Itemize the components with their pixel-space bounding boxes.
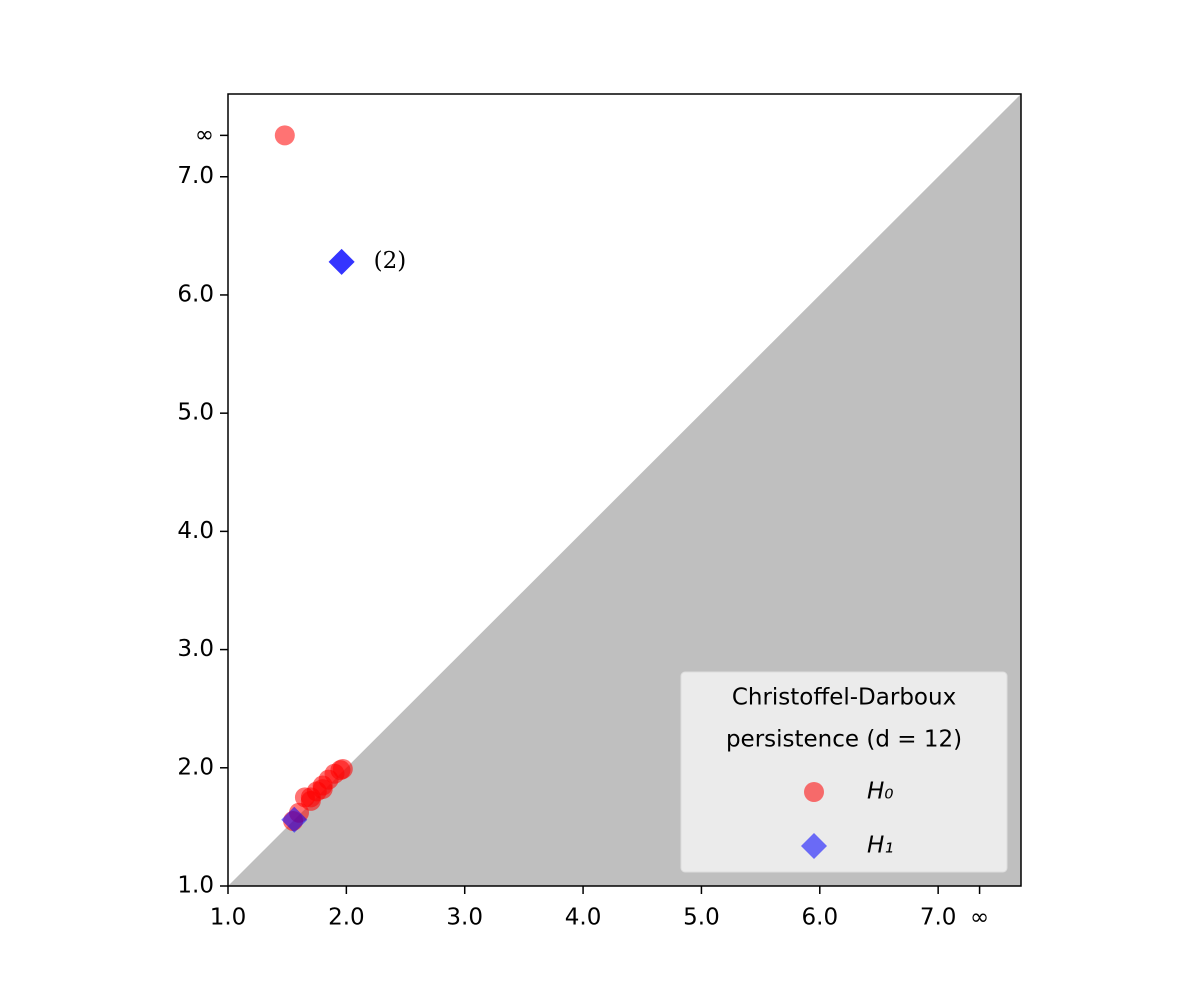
- y-tick-label: 5.0: [177, 400, 214, 426]
- x-tick-label: 3.0: [446, 905, 483, 931]
- x-tick-label: 6.0: [802, 905, 839, 931]
- x-tick-label: 1.0: [210, 905, 247, 931]
- y-tick-label: 4.0: [177, 518, 214, 544]
- legend-title: Christoffel-Darboux: [732, 685, 956, 711]
- y-tick-label: 7.0: [177, 163, 214, 189]
- circle-point: [274, 125, 295, 146]
- x-tick-label: 4.0: [565, 905, 602, 931]
- legend-marker: [804, 782, 824, 802]
- diamond-point: [328, 248, 355, 275]
- y-tick-label: ∞: [195, 122, 214, 148]
- x-tick-label: ∞: [970, 905, 989, 931]
- y-tick-label: 2.0: [177, 754, 214, 780]
- legend-marker: [801, 833, 827, 859]
- diamond-point: [281, 806, 308, 833]
- legend-title: persistence (d = 12): [726, 727, 962, 753]
- legend-label[interactable]: H₀: [867, 779, 894, 805]
- legend-label[interactable]: H₁: [867, 833, 894, 859]
- y-tick-label: 3.0: [177, 636, 214, 662]
- x-tick-label: 2.0: [328, 905, 365, 931]
- x-tick-label: 7.0: [920, 905, 957, 931]
- x-tick-label: 5.0: [683, 905, 720, 931]
- y-tick-label: 1.0: [177, 873, 214, 899]
- legend-box: [680, 671, 1008, 873]
- y-tick-label: 6.0: [177, 281, 214, 307]
- plot-frame: [227, 93, 1022, 887]
- annotation: (2): [374, 248, 407, 274]
- circle-point: [332, 758, 353, 779]
